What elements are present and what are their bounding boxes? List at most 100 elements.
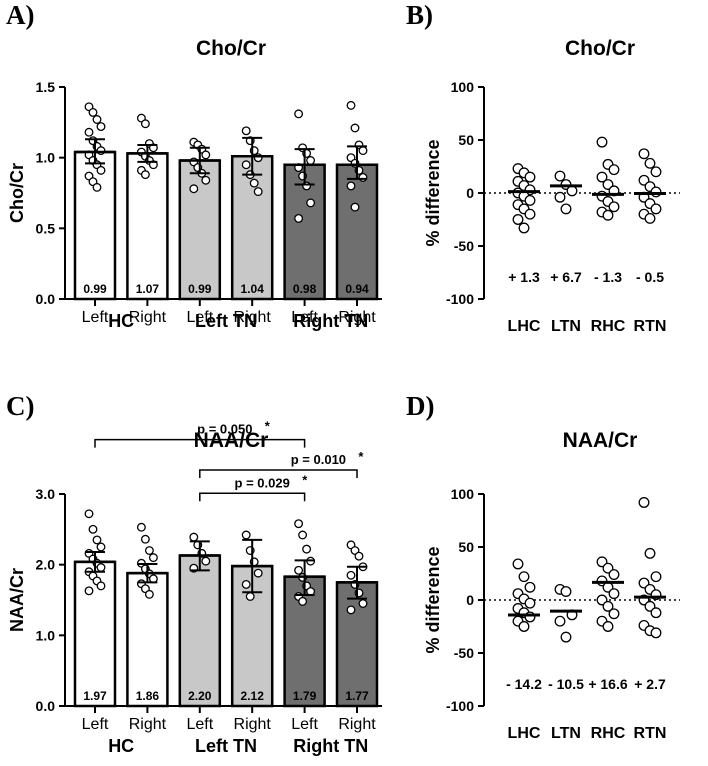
chart-title: NAA/Cr <box>563 429 638 452</box>
data-point <box>140 170 150 180</box>
data-point <box>96 165 106 175</box>
data-point <box>350 123 360 133</box>
mean-diff-label: + 6.7 <box>550 269 582 285</box>
data-point <box>524 208 536 220</box>
panel-label: A) <box>6 0 35 30</box>
data-point <box>84 586 94 596</box>
data-point <box>253 187 263 197</box>
data-point <box>560 631 572 643</box>
x-tick-label: LTN <box>551 318 581 335</box>
bar-value-label: 0.99 <box>188 282 212 296</box>
x-tick-label: RHC <box>591 318 626 335</box>
data-point <box>241 580 251 589</box>
data-point <box>140 119 150 129</box>
data-point <box>346 570 356 580</box>
data-point <box>294 213 304 223</box>
mean-diff-label: - 14.2 <box>506 676 542 692</box>
data-point <box>518 571 530 583</box>
x-tick-label: RTN <box>634 318 667 335</box>
y-tick-label: 0.0 <box>36 698 56 714</box>
data-point <box>524 597 536 609</box>
data-point <box>144 589 154 599</box>
data-point <box>84 127 94 137</box>
data-point <box>88 107 98 117</box>
group-label: HC <box>108 736 134 756</box>
y-tick-label: 2.0 <box>36 557 56 573</box>
chart-title: NAA/Cr <box>194 429 269 452</box>
data-point <box>644 547 656 559</box>
data-point <box>346 181 356 191</box>
x-tick-label: Left <box>186 716 213 733</box>
y-tick-label: 0 <box>466 592 474 608</box>
data-point <box>298 530 308 540</box>
group-label: Right TN <box>293 736 368 756</box>
bar-value-label: 1.86 <box>136 689 160 703</box>
data-point <box>241 160 251 170</box>
bar-value-label: 2.20 <box>188 689 212 703</box>
chart-title: Cho/Cr <box>565 37 635 60</box>
x-tick-label: Left <box>82 309 109 326</box>
bar-value-label: 0.94 <box>345 282 369 296</box>
x-tick-label: RHC <box>591 725 626 742</box>
y-tick-label: 100 <box>451 79 475 95</box>
data-point <box>596 136 608 148</box>
data-point <box>189 184 199 194</box>
data-point <box>306 198 316 208</box>
mean-diff-label: - 10.5 <box>548 676 584 692</box>
data-point <box>554 191 566 203</box>
p-value-label: p = 0.029 <box>235 475 290 490</box>
data-point <box>306 156 316 165</box>
data-point <box>294 565 304 575</box>
mean-diff-label: + 1.3 <box>508 269 540 285</box>
data-point <box>92 182 102 192</box>
bar-value-label: 1.04 <box>241 282 265 296</box>
y-axis-label: Cho/Cr <box>7 163 27 223</box>
bar <box>178 554 222 708</box>
x-tick-label: Right <box>234 309 272 326</box>
x-tick-label: Left <box>186 309 213 326</box>
significance-star: * <box>358 449 364 464</box>
data-point <box>566 185 578 197</box>
panel-label: D) <box>406 391 435 421</box>
x-tick-label: Right <box>129 716 167 733</box>
data-point <box>638 148 650 160</box>
significance-bracket <box>199 469 358 478</box>
data-point <box>136 522 146 532</box>
group-label: Left TN <box>195 311 257 331</box>
significance-bracket <box>94 438 306 448</box>
data-point <box>294 109 304 119</box>
data-point <box>608 569 620 581</box>
data-point <box>144 546 154 555</box>
data-point <box>358 599 368 608</box>
chart-title: Cho/Cr <box>196 37 266 60</box>
y-tick-label: 0 <box>466 185 474 201</box>
mean-diff-label: + 16.6 <box>588 676 628 692</box>
data-point <box>358 146 368 156</box>
data-point <box>92 535 102 545</box>
data-point <box>302 544 312 554</box>
bar-value-label: 1.77 <box>345 689 369 703</box>
data-point <box>249 178 259 188</box>
bar <box>335 163 379 301</box>
data-point <box>554 615 566 627</box>
data-point <box>84 509 94 519</box>
data-point <box>201 150 211 160</box>
data-point <box>512 558 524 570</box>
x-tick-label: Left <box>291 716 318 733</box>
x-tick-label: LTN <box>551 725 581 742</box>
bar-value-label: 1.07 <box>136 282 160 296</box>
data-point <box>346 605 356 615</box>
bar-value-label: 2.12 <box>241 689 265 703</box>
bar-value-label: 1.79 <box>293 689 317 703</box>
group-label: Left TN <box>195 736 257 756</box>
data-point <box>298 596 308 606</box>
data-point <box>554 170 566 182</box>
panel-label: B) <box>406 0 433 30</box>
x-tick-label: Left <box>82 716 109 733</box>
p-value-label: p = 0.050 <box>197 422 252 437</box>
y-tick-label: 50 <box>458 132 474 148</box>
data-point <box>518 222 530 234</box>
y-axis-label: % difference <box>423 139 443 246</box>
bar <box>283 575 326 708</box>
